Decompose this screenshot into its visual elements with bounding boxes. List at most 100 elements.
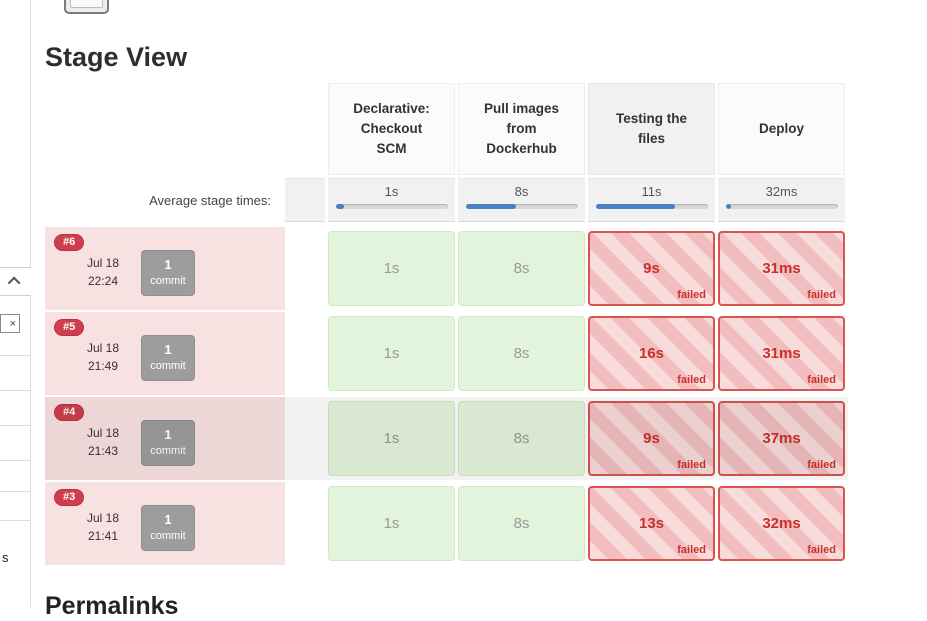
stage-cell-failed[interactable]: 37ms failed xyxy=(718,401,845,476)
build-date: Jul 18 xyxy=(86,426,120,441)
average-cell: 8s xyxy=(458,178,585,222)
stage-cell-success[interactable]: 1s xyxy=(328,316,455,391)
stage-cell-failed[interactable]: 31ms failed xyxy=(718,316,845,391)
stage-duration: 16s xyxy=(638,345,665,362)
failed-badge: failed xyxy=(677,289,706,301)
commit-count-box[interactable]: 1 commit xyxy=(141,334,195,381)
stage-header-testing: Testing the files xyxy=(588,83,715,175)
row-gap xyxy=(285,312,325,395)
build-date: Jul 18 xyxy=(86,341,120,356)
build-meta: Jul 18 22:24 1 commit xyxy=(45,227,285,310)
stage-cell-success[interactable]: 1s xyxy=(328,231,455,306)
failed-badge: failed xyxy=(807,374,836,386)
build-meta: Jul 18 21:43 1 commit xyxy=(45,397,285,480)
stage-duration: 31ms xyxy=(762,260,801,277)
stage-cell-success[interactable]: 8s xyxy=(458,231,585,306)
stage-duration: 37ms xyxy=(762,430,801,447)
chevron-up-icon xyxy=(7,276,21,290)
build-datetime: Jul 18 21:43 xyxy=(79,425,127,460)
average-cell: 11s xyxy=(588,178,715,222)
search-input-fragment[interactable]: × xyxy=(0,314,20,333)
stage-duration: 9s xyxy=(643,430,660,447)
sidebar-divider xyxy=(0,390,31,391)
stage-duration: 8s xyxy=(513,515,530,532)
stage-header-checkout: Declarative: Checkout SCM xyxy=(328,83,455,175)
stage-cell-failed[interactable]: 32ms failed xyxy=(718,486,845,561)
build-row: #6 Jul 18 22:24 1 commit 1s 8s 9s failed xyxy=(45,227,848,310)
build-number-badge[interactable]: #6 xyxy=(54,234,85,251)
monitor-icon[interactable] xyxy=(64,0,109,14)
build-number-badge[interactable]: #5 xyxy=(54,319,85,336)
build-date: Jul 18 xyxy=(86,511,120,526)
row-gap xyxy=(285,482,325,565)
stage-header-deploy: Deploy xyxy=(718,83,845,175)
progress-fill xyxy=(725,204,732,209)
stage-cell-failed[interactable]: 31ms failed xyxy=(718,231,845,306)
progress-fill xyxy=(465,204,516,209)
build-row: #3 Jul 18 21:41 1 commit 1s 8s 13s faile… xyxy=(45,482,848,565)
sidebar-divider xyxy=(0,460,31,461)
stage-cell-failed[interactable]: 16s failed xyxy=(588,316,715,391)
average-cell: 32ms xyxy=(718,178,845,222)
page-title: Stage View xyxy=(45,42,188,72)
commit-count-box[interactable]: 1 commit xyxy=(141,249,195,296)
stage-duration: 9s xyxy=(643,260,660,277)
commit-count-box[interactable]: 1 commit xyxy=(141,504,195,551)
sidebar-divider xyxy=(0,520,31,521)
stage-duration: 31ms xyxy=(762,345,801,362)
sidebar-divider xyxy=(0,425,31,426)
stage-header-row: Declarative: Checkout SCM Pull images fr… xyxy=(45,83,848,175)
build-number-badge[interactable]: #4 xyxy=(54,404,85,421)
header-spacer xyxy=(45,83,285,175)
commit-count-box[interactable]: 1 commit xyxy=(141,419,195,466)
build-date: Jul 18 xyxy=(86,256,120,271)
progress-fill xyxy=(595,204,676,209)
build-row: #4 Jul 18 21:43 1 commit 1s 8s 9s failed xyxy=(45,397,848,480)
failed-badge: failed xyxy=(807,544,836,556)
stage-cell-failed[interactable]: 9s failed xyxy=(588,401,715,476)
commit-label: commit xyxy=(150,444,186,457)
stage-cell-success[interactable]: 8s xyxy=(458,486,585,561)
collapse-panel-button[interactable] xyxy=(0,267,31,296)
build-time: 22:24 xyxy=(87,273,119,288)
stage-cell-success[interactable]: 1s xyxy=(328,486,455,561)
row-gap xyxy=(285,227,325,310)
stage-cell-success[interactable]: 8s xyxy=(458,316,585,391)
stage-cell-success[interactable]: 1s xyxy=(328,401,455,476)
build-info-cell: #5 Jul 18 21:49 1 commit xyxy=(45,312,285,395)
average-times-label: Average stage times: xyxy=(149,192,271,208)
build-number-badge[interactable]: #3 xyxy=(54,489,85,506)
sidebar-divider xyxy=(0,355,31,356)
failed-badge: failed xyxy=(807,289,836,301)
stage-duration: 8s xyxy=(513,345,530,362)
stage-duration: 32ms xyxy=(762,515,801,532)
build-time: 21:43 xyxy=(87,443,119,458)
build-datetime: Jul 18 22:24 xyxy=(79,255,127,290)
stage-duration: 1s xyxy=(383,430,400,447)
stage-cell-failed[interactable]: 13s failed xyxy=(588,486,715,561)
average-progress-bar xyxy=(725,204,838,209)
row-gap xyxy=(285,397,325,480)
progress-fill xyxy=(335,204,345,209)
stage-duration: 1s xyxy=(383,345,400,362)
stage-cell-success[interactable]: 8s xyxy=(458,401,585,476)
commit-label: commit xyxy=(150,274,186,287)
left-sidebar-fragment: × s xyxy=(0,0,31,607)
commit-label: commit xyxy=(150,359,186,372)
commit-label: commit xyxy=(150,529,186,542)
average-value: 11s xyxy=(641,184,662,199)
average-progress-bar xyxy=(335,204,448,209)
stage-duration: 8s xyxy=(513,260,530,277)
average-times-row: Average stage times: 1s 8s 11s 32ms xyxy=(45,178,848,222)
build-info-cell: #4 Jul 18 21:43 1 commit xyxy=(45,397,285,480)
failed-badge: failed xyxy=(677,459,706,471)
commit-count: 1 xyxy=(164,257,172,273)
failed-badge: failed xyxy=(807,459,836,471)
average-cell: 1s xyxy=(328,178,455,222)
commit-count: 1 xyxy=(164,512,172,528)
average-value: 1s xyxy=(384,184,399,199)
close-icon[interactable]: × xyxy=(9,317,16,330)
average-value: 8s xyxy=(514,184,529,199)
average-gap xyxy=(285,178,325,222)
stage-cell-failed[interactable]: 9s failed xyxy=(588,231,715,306)
